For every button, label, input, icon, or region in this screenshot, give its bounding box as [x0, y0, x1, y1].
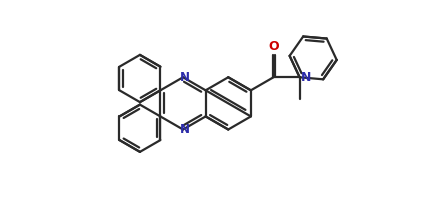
Text: N: N — [301, 71, 311, 84]
Text: N: N — [180, 71, 190, 84]
Text: N: N — [180, 123, 190, 136]
Text: O: O — [268, 40, 279, 53]
